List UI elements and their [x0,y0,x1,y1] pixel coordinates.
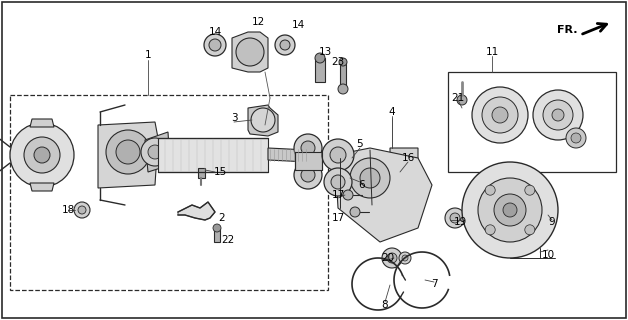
Circle shape [301,141,315,155]
Circle shape [10,123,74,187]
Text: 23: 23 [332,57,345,67]
Polygon shape [30,183,54,191]
Circle shape [533,90,583,140]
Circle shape [294,161,322,189]
Circle shape [360,168,380,188]
Circle shape [301,168,315,182]
Circle shape [482,97,518,133]
Text: 11: 11 [485,47,499,57]
Polygon shape [268,148,308,162]
Text: 20: 20 [381,253,394,263]
Circle shape [494,194,526,226]
Text: 7: 7 [431,279,437,289]
Polygon shape [315,58,325,82]
Polygon shape [98,122,158,188]
Text: 6: 6 [359,180,365,190]
Polygon shape [30,119,54,127]
Circle shape [338,84,348,94]
Circle shape [566,128,586,148]
Circle shape [74,202,90,218]
Text: 18: 18 [62,205,75,215]
Text: 12: 12 [251,17,264,27]
Bar [10,95,328,290]
Text: 17: 17 [332,213,345,223]
Circle shape [280,40,290,50]
Circle shape [275,35,295,55]
Circle shape [503,203,517,217]
Circle shape [457,95,467,105]
Circle shape [78,206,86,214]
Circle shape [478,178,542,242]
Circle shape [213,224,221,232]
Circle shape [525,225,535,235]
Circle shape [552,109,564,121]
Circle shape [315,53,325,63]
Circle shape [525,185,535,195]
Circle shape [294,134,322,162]
Circle shape [450,213,460,223]
Text: 2: 2 [219,213,225,223]
Circle shape [24,137,60,173]
Polygon shape [214,228,220,242]
Polygon shape [335,148,432,242]
Circle shape [350,158,390,198]
Polygon shape [232,32,268,72]
Circle shape [445,208,465,228]
Text: 21: 21 [452,93,465,103]
Circle shape [382,248,402,268]
Circle shape [350,207,360,217]
Polygon shape [390,148,418,195]
Circle shape [399,252,411,264]
Polygon shape [178,202,215,220]
Circle shape [485,225,495,235]
Bar [448,72,616,172]
Circle shape [330,147,346,163]
Text: 1: 1 [144,50,151,60]
Text: FR.: FR. [558,25,578,35]
Circle shape [141,138,169,166]
Circle shape [343,190,353,200]
Circle shape [116,140,140,164]
Circle shape [543,100,573,130]
Circle shape [204,34,226,56]
Polygon shape [248,105,278,136]
Text: 19: 19 [453,217,467,227]
Text: 8: 8 [382,300,388,310]
Circle shape [462,162,558,258]
Text: 16: 16 [401,153,414,163]
Circle shape [485,185,495,195]
Circle shape [251,108,275,132]
Text: 15: 15 [214,167,227,177]
Polygon shape [340,62,346,88]
Text: 14: 14 [208,27,222,37]
Text: 5: 5 [357,139,364,149]
Circle shape [106,130,150,174]
Text: 3: 3 [230,113,237,123]
Text: 10: 10 [541,250,555,260]
Circle shape [492,107,508,123]
Polygon shape [198,168,205,178]
Circle shape [472,87,528,143]
Circle shape [148,145,162,159]
Circle shape [324,168,352,196]
Polygon shape [158,138,268,172]
Circle shape [236,38,264,66]
Circle shape [571,133,581,143]
Circle shape [331,175,345,189]
Circle shape [322,139,354,171]
Text: 4: 4 [389,107,395,117]
Polygon shape [145,132,170,172]
Circle shape [402,255,408,261]
Text: 14: 14 [291,20,305,30]
Circle shape [339,58,347,66]
Circle shape [34,147,50,163]
Text: 17: 17 [332,190,345,200]
Circle shape [387,253,397,263]
Text: 9: 9 [549,217,555,227]
Circle shape [209,39,221,51]
Text: 22: 22 [222,235,235,245]
Text: 13: 13 [318,47,332,57]
Polygon shape [295,152,322,170]
